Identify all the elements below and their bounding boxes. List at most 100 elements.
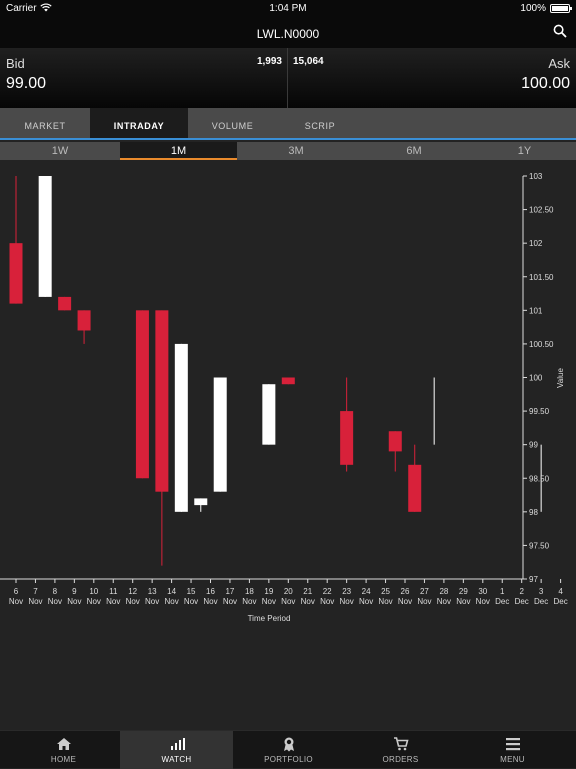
tab-market-depth[interactable]: MARKET DEPTH [24, 121, 66, 167]
x-tick-month: Nov [184, 597, 198, 606]
ask-price: 100.00 [521, 75, 570, 92]
nav-home[interactable]: HOME [7, 731, 120, 769]
x-tick-month: Nov [340, 597, 354, 606]
x-tick-month: Nov [476, 597, 490, 606]
candle-body [174, 343, 188, 512]
battery-percent: 100% [520, 3, 546, 14]
range-1w[interactable]: 1W [51, 145, 69, 157]
y-tick-label: 97 [529, 575, 538, 584]
search-icon[interactable] [553, 24, 567, 38]
nav-watch[interactable]: WATCH [120, 731, 233, 769]
y-tick-label: 102.50 [529, 206, 554, 215]
nav-watch-label: WATCH [161, 755, 192, 764]
y-axis: 97 97.50 98 98.50 99 99.50 100 100.50 101 101.50 1… [522, 172, 554, 584]
battery-icon [550, 4, 572, 13]
bid-quantity: 1,993 [256, 56, 282, 67]
x-tick-day: 25 [381, 587, 390, 596]
y-tick-label: 99.50 [529, 407, 550, 416]
candle [281, 377, 295, 385]
nav-home-label: HOME [50, 755, 77, 764]
candle [38, 176, 52, 297]
x-tick-day: 6 [14, 587, 19, 596]
x-tick-day: 16 [206, 587, 215, 596]
home-icon [56, 738, 71, 750]
x-tick-month: Nov [398, 597, 412, 606]
candlestick-chart: 9797.509898.509999.50100100.50101101.501… [0, 172, 568, 623]
candle-body [388, 431, 402, 452]
clock: 1:04 PM [269, 3, 307, 14]
range-3m[interactable]: 3M [288, 145, 304, 157]
x-tick-day: 15 [187, 587, 196, 596]
y-axis-title: Value [556, 368, 565, 388]
nav-portfolio-label: PORTFOLIO [264, 755, 313, 764]
candle [408, 444, 422, 512]
bottom-nav: HOME WATCH PORTFOLIO ORDERS MENU [0, 730, 576, 769]
y-tick-label: 97.50 [529, 541, 550, 550]
x-tick-day: 4 [558, 587, 563, 596]
y-tick-label: 99 [529, 441, 538, 450]
candle-body [77, 310, 91, 331]
quote-panel: Bid 1,993 99.00 15,064 Ask 100.00 [0, 48, 576, 108]
candle [262, 384, 276, 445]
x-tick-month: Nov [126, 597, 140, 606]
ask-quantity: 15,064 [293, 56, 324, 67]
x-axis: 6Nov7Nov8Nov9Nov10Nov11Nov12Nov13Nov14No… [0, 578, 568, 606]
ask-label: Ask [548, 56, 570, 71]
x-tick-month: Nov [320, 597, 334, 606]
y-tick-label: 98.50 [529, 474, 550, 483]
title-bar: LWL.N0000 [0, 18, 576, 48]
tab-intraday-chart[interactable]: INTRADAY CHART [90, 108, 188, 167]
candle [77, 310, 91, 344]
x-tick-month: Dec [495, 597, 509, 606]
detail-tabs: MARKET DEPTH INTRADAY CHART VOLUME CHART… [0, 108, 576, 167]
bar-chart-icon [170, 738, 185, 750]
candle [213, 377, 227, 492]
candle [9, 176, 23, 304]
nav-portfolio[interactable]: PORTFOLIO [232, 731, 345, 769]
x-tick-day: 13 [148, 587, 157, 596]
candle [194, 498, 208, 512]
y-tick-label: 101 [529, 306, 543, 315]
x-tick-day: 14 [167, 587, 176, 596]
candle-body [408, 464, 422, 512]
x-tick-day: 9 [72, 587, 77, 596]
x-tick-month: Nov [378, 597, 392, 606]
carrier-label: Carrier [6, 3, 37, 14]
x-tick-day: 28 [439, 587, 448, 596]
x-tick-day: 19 [264, 587, 273, 596]
y-tick-label: 102 [529, 239, 543, 248]
candle-body [194, 498, 208, 506]
cart-icon [393, 737, 409, 751]
tab-scrip-details[interactable]: SCRIP DETAILS [299, 121, 339, 167]
menu-icon [505, 738, 520, 751]
candle [174, 343, 188, 512]
x-tick-day: 24 [362, 587, 371, 596]
x-tick-month: Dec [515, 597, 529, 606]
intraday-chart[interactable]: 97 97.50 98 98.50 99 99.50 100 100.50 101 101.50 1… [0, 160, 576, 730]
candle-body [340, 411, 354, 465]
candle [155, 310, 169, 566]
candle-body [9, 243, 23, 304]
range-6m[interactable]: 6M [406, 145, 422, 157]
x-tick-day: 27 [420, 587, 429, 596]
x-tick-day: 23 [342, 587, 351, 596]
y-tick-label: 100 [529, 374, 543, 383]
candle-body [38, 176, 52, 297]
x-tick-day: 18 [245, 587, 254, 596]
x-tick-month: Nov [417, 597, 431, 606]
nav-orders[interactable]: ORDERS [344, 731, 457, 769]
x-tick-month: Nov [242, 597, 256, 606]
x-tick-day: 29 [459, 587, 468, 596]
tab-volume-chart[interactable]: VOLUME CHART [211, 121, 254, 167]
x-tick-day: 1 [500, 587, 505, 596]
x-tick-day: 20 [284, 587, 293, 596]
range-1m[interactable]: 1M [120, 142, 237, 160]
nav-menu[interactable]: MENU [456, 731, 569, 769]
x-tick-month: Nov [437, 597, 451, 606]
page-title: LWL.N0000 [256, 27, 320, 41]
candle [135, 310, 149, 479]
bid-price: 99.00 [6, 75, 47, 92]
x-tick-month: Nov [164, 597, 178, 606]
x-tick-month: Dec [553, 597, 567, 606]
range-1y[interactable]: 1Y [517, 145, 532, 157]
